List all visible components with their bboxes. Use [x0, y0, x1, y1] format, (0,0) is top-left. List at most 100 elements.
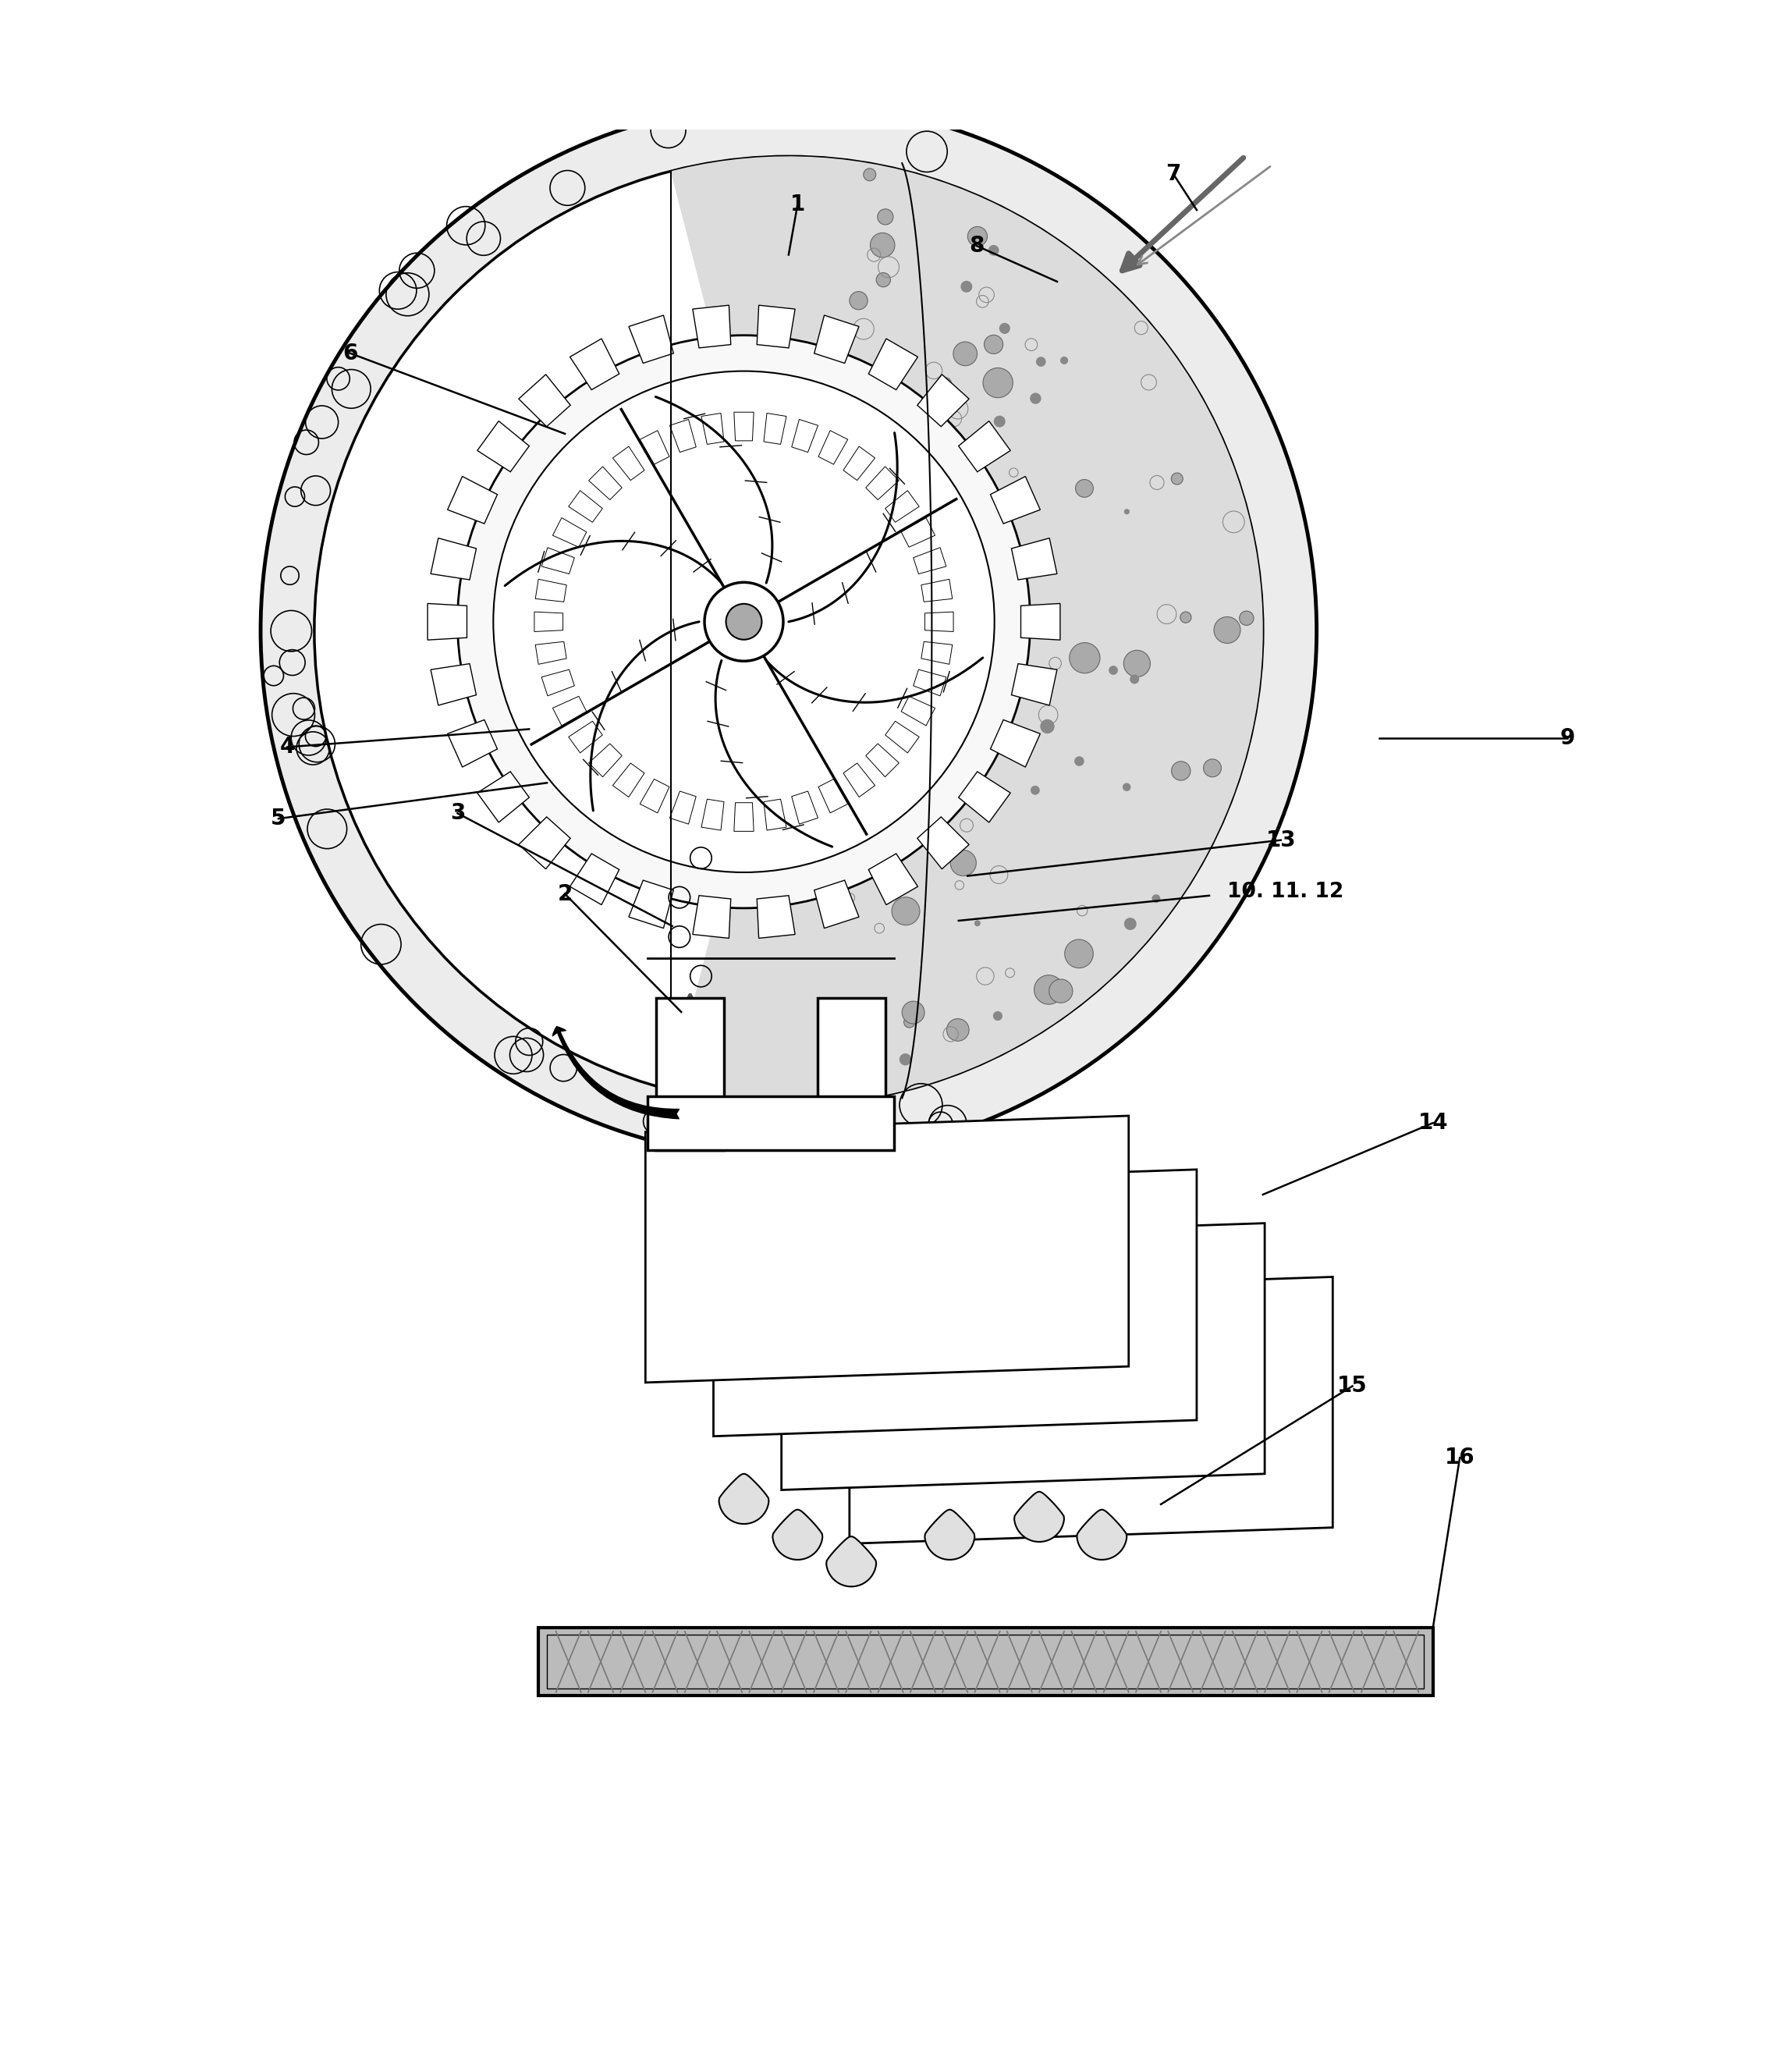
Circle shape [1061, 357, 1068, 365]
Polygon shape [869, 338, 918, 389]
Polygon shape [629, 881, 674, 928]
Circle shape [851, 619, 871, 639]
Circle shape [950, 850, 977, 875]
Polygon shape [428, 604, 468, 639]
Polygon shape [819, 430, 848, 465]
Text: 14: 14 [1417, 1113, 1448, 1133]
Bar [547, 1635, 1425, 1688]
Circle shape [1048, 979, 1073, 1002]
Polygon shape [640, 779, 670, 813]
Polygon shape [885, 721, 919, 752]
Text: 6: 6 [342, 342, 358, 365]
Polygon shape [570, 338, 620, 389]
Polygon shape [590, 744, 622, 777]
Circle shape [849, 291, 867, 309]
Polygon shape [959, 772, 1011, 822]
Circle shape [903, 1016, 916, 1029]
Circle shape [871, 391, 880, 400]
Circle shape [918, 566, 930, 578]
Polygon shape [701, 414, 724, 445]
Circle shape [726, 604, 762, 639]
Polygon shape [1021, 604, 1061, 639]
Circle shape [968, 678, 975, 684]
Circle shape [941, 479, 946, 486]
Polygon shape [518, 818, 570, 869]
Circle shape [840, 363, 860, 383]
Polygon shape [477, 772, 529, 822]
Polygon shape [735, 412, 754, 441]
Circle shape [1124, 918, 1136, 930]
Polygon shape [763, 414, 787, 445]
Text: 3: 3 [450, 803, 466, 824]
Polygon shape [866, 467, 900, 500]
Polygon shape [568, 490, 602, 522]
Polygon shape [849, 1277, 1333, 1543]
Circle shape [935, 705, 948, 717]
Text: 2: 2 [557, 883, 572, 906]
Polygon shape [1077, 1510, 1127, 1559]
Polygon shape [814, 881, 858, 928]
Polygon shape [448, 719, 498, 766]
Polygon shape [713, 1170, 1197, 1436]
Polygon shape [925, 613, 953, 631]
Polygon shape [763, 799, 787, 830]
Text: 1: 1 [790, 195, 805, 215]
Circle shape [1129, 674, 1140, 684]
Polygon shape [918, 375, 969, 426]
Polygon shape [694, 895, 731, 938]
Circle shape [995, 549, 1014, 568]
Polygon shape [781, 1223, 1265, 1490]
Polygon shape [613, 447, 645, 479]
Bar [647, 1096, 894, 1149]
Polygon shape [694, 305, 731, 348]
Bar [817, 998, 885, 1115]
Circle shape [1152, 893, 1161, 904]
Polygon shape [1014, 1492, 1064, 1541]
Text: 5: 5 [271, 807, 287, 830]
Circle shape [851, 658, 867, 672]
Circle shape [1064, 938, 1093, 967]
Circle shape [864, 168, 876, 180]
Circle shape [457, 336, 1030, 908]
Polygon shape [1011, 539, 1057, 580]
Circle shape [1124, 650, 1150, 676]
Polygon shape [918, 818, 969, 869]
Circle shape [930, 791, 946, 805]
Circle shape [961, 281, 973, 293]
Bar [656, 998, 724, 1149]
Text: 15: 15 [1337, 1375, 1367, 1397]
Circle shape [900, 1053, 912, 1065]
Bar [538, 1627, 1434, 1697]
Circle shape [314, 156, 1263, 1104]
Circle shape [873, 492, 878, 498]
Circle shape [871, 234, 894, 258]
Text: 13: 13 [1265, 830, 1296, 850]
Circle shape [857, 697, 864, 703]
Circle shape [878, 209, 892, 225]
Circle shape [1213, 617, 1240, 643]
Polygon shape [792, 791, 817, 824]
Circle shape [892, 897, 919, 924]
Polygon shape [792, 420, 817, 453]
Circle shape [885, 613, 900, 627]
Text: 16: 16 [1444, 1447, 1475, 1469]
Circle shape [839, 383, 853, 398]
Circle shape [864, 658, 887, 680]
Polygon shape [552, 518, 586, 547]
Circle shape [916, 816, 928, 826]
Polygon shape [640, 430, 670, 465]
Polygon shape [819, 779, 848, 813]
Circle shape [1070, 643, 1100, 674]
Circle shape [1030, 393, 1041, 404]
Circle shape [901, 1002, 925, 1024]
Polygon shape [1011, 664, 1057, 705]
Circle shape [995, 416, 1005, 428]
Circle shape [1030, 785, 1039, 795]
Circle shape [869, 693, 880, 705]
Text: 7: 7 [1167, 164, 1181, 184]
Polygon shape [568, 721, 602, 752]
Polygon shape [735, 803, 754, 832]
Polygon shape [914, 547, 946, 574]
Circle shape [901, 508, 914, 518]
Polygon shape [756, 895, 796, 938]
